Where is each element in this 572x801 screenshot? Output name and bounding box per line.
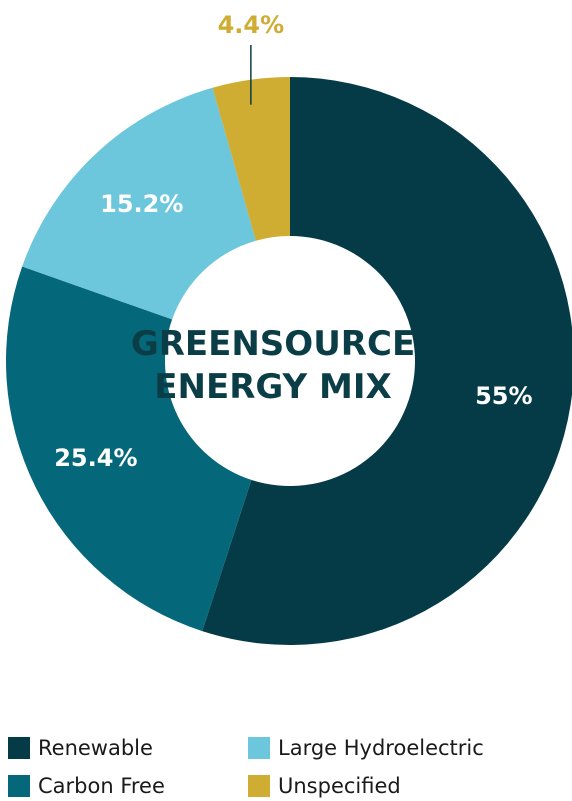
legend-item-large-hydroelectric: Large Hydroelectric bbox=[248, 734, 484, 762]
legend-label: Large Hydroelectric bbox=[278, 736, 484, 760]
slice-unspecified bbox=[212, 77, 290, 241]
legend-label: Carbon Free bbox=[38, 774, 165, 798]
slice-label-carbon-free: 25.4% bbox=[54, 444, 137, 472]
slice-label-unspecified: 4.4% bbox=[218, 11, 285, 39]
donut-slices bbox=[5, 77, 572, 645]
slice-label-large-hydroelectric: 15.2% bbox=[100, 190, 183, 218]
slice-label-renewable: 55% bbox=[475, 382, 532, 410]
slice-labels: 55% 25.4% 15.2% 4.4% bbox=[54, 11, 532, 472]
slice-carbon-free bbox=[5, 266, 252, 632]
chart-title-line-2: ENERGY MIX bbox=[154, 367, 391, 407]
chart-title-line-1: GREENSOURCE bbox=[131, 324, 415, 364]
legend-swatch-carbon-free bbox=[8, 775, 30, 797]
legend-swatch-renewable bbox=[8, 737, 30, 759]
legend-label: Unspecified bbox=[278, 774, 401, 798]
slice-large-hydroelectric bbox=[22, 87, 256, 320]
legend-swatch-unspecified bbox=[248, 775, 270, 797]
legend-label: Renewable bbox=[38, 736, 153, 760]
legend-swatch-large-hydroelectric bbox=[248, 737, 270, 759]
donut-chart: 55% 25.4% 15.2% 4.4% GREENSOURCE ENERGY MIX bbox=[5, 11, 572, 645]
legend-item-renewable: Renewable bbox=[8, 734, 153, 762]
slice-renewable bbox=[202, 77, 572, 645]
legend-item-carbon-free: Carbon Free bbox=[8, 772, 165, 800]
legend-item-unspecified: Unspecified bbox=[248, 772, 401, 800]
